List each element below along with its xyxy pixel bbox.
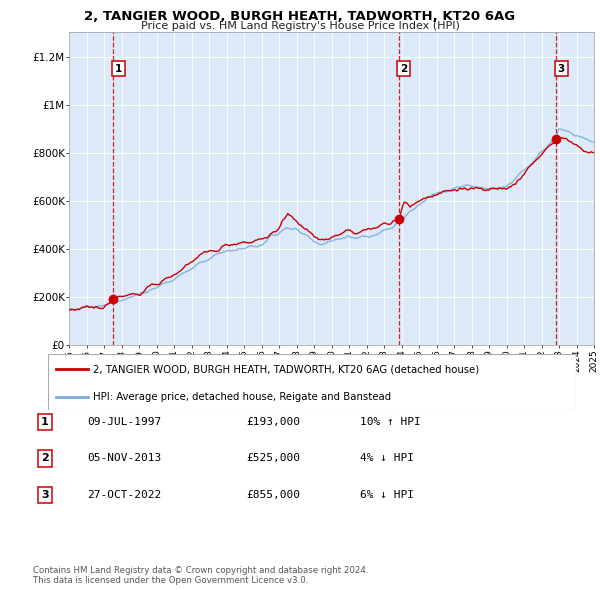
Text: 1: 1 [41, 417, 49, 427]
Text: £193,000: £193,000 [246, 417, 300, 427]
Text: 10% ↑ HPI: 10% ↑ HPI [360, 417, 421, 427]
Text: 27-OCT-2022: 27-OCT-2022 [87, 490, 161, 500]
Text: 6% ↓ HPI: 6% ↓ HPI [360, 490, 414, 500]
FancyBboxPatch shape [48, 354, 576, 410]
Text: HPI: Average price, detached house, Reigate and Banstead: HPI: Average price, detached house, Reig… [93, 392, 391, 402]
Text: Price paid vs. HM Land Registry's House Price Index (HPI): Price paid vs. HM Land Registry's House … [140, 21, 460, 31]
Text: 3: 3 [41, 490, 49, 500]
Text: 1: 1 [115, 64, 122, 74]
Text: £855,000: £855,000 [246, 490, 300, 500]
Text: 2: 2 [41, 454, 49, 463]
Text: 2, TANGIER WOOD, BURGH HEATH, TADWORTH, KT20 6AG: 2, TANGIER WOOD, BURGH HEATH, TADWORTH, … [85, 10, 515, 23]
Text: 2, TANGIER WOOD, BURGH HEATH, TADWORTH, KT20 6AG (detached house): 2, TANGIER WOOD, BURGH HEATH, TADWORTH, … [93, 364, 479, 374]
Text: 2: 2 [400, 64, 407, 74]
Text: Contains HM Land Registry data © Crown copyright and database right 2024.
This d: Contains HM Land Registry data © Crown c… [33, 566, 368, 585]
Text: 09-JUL-1997: 09-JUL-1997 [87, 417, 161, 427]
Text: 3: 3 [557, 64, 565, 74]
Text: £525,000: £525,000 [246, 454, 300, 463]
Text: 05-NOV-2013: 05-NOV-2013 [87, 454, 161, 463]
Text: 4% ↓ HPI: 4% ↓ HPI [360, 454, 414, 463]
